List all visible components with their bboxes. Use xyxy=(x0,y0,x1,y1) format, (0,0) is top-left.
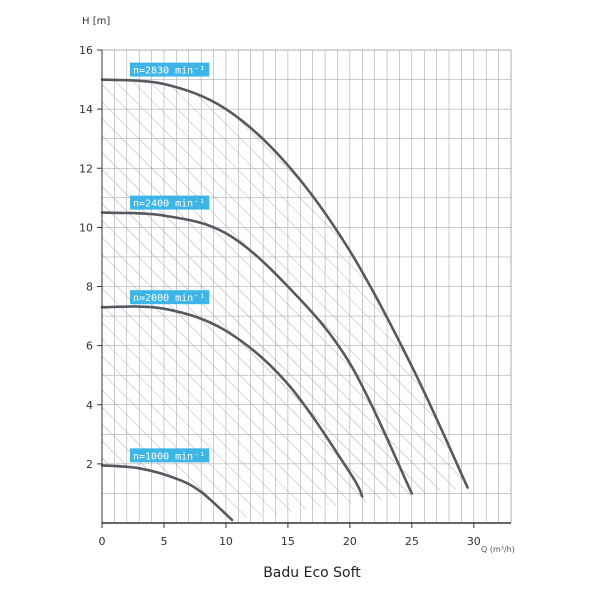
curve-n1000 xyxy=(100,464,234,522)
y-tick-label: 4 xyxy=(86,399,93,412)
axes-layer: 0 5 10 15 20 25 30 2 4 6 8 10 12 14 16 xyxy=(79,44,511,548)
y-tick-label: 10 xyxy=(79,221,93,234)
y-tick-label: 2 xyxy=(86,458,93,471)
speed-label-n2000: n=2000 min⁻¹ xyxy=(130,290,210,305)
x-tick-label: 30 xyxy=(467,535,481,548)
y-tick-label: 14 xyxy=(79,103,93,116)
speed-label-bg xyxy=(130,448,210,463)
curve-n2000 xyxy=(100,305,364,498)
y-tick-label: 12 xyxy=(79,162,93,175)
operating-area-hatch xyxy=(102,79,468,520)
speed-label-n2830: n=2830 min⁻¹ xyxy=(130,62,210,77)
y-axis-title: H [m] xyxy=(82,16,110,27)
x-tick-label: 15 xyxy=(281,535,295,548)
x-tick-label: 10 xyxy=(219,535,233,548)
speed-label-text: n=2400 min⁻¹ xyxy=(133,199,205,210)
speed-label-bg xyxy=(130,195,210,210)
speed-label-text: n=2830 min⁻¹ xyxy=(133,66,205,77)
speed-label-n1000: n=1000 min⁻¹ xyxy=(130,448,210,463)
speed-label-n2400: n=2400 min⁻¹ xyxy=(130,195,210,210)
y-tick-label: 8 xyxy=(86,281,93,294)
curve-n2830 xyxy=(100,78,469,489)
speed-labels-layer: n=2830 min⁻¹ n=2400 min⁻¹ n=2000 min⁻¹ n=10… xyxy=(130,62,210,463)
curve-n2400 xyxy=(100,211,414,495)
x-tick-label: 25 xyxy=(405,535,419,548)
x-tick-label: 0 xyxy=(99,535,106,548)
x-tick-label: 20 xyxy=(343,535,357,548)
y-tick-label: 16 xyxy=(79,44,93,57)
curves-layer xyxy=(100,78,469,522)
x-tick-label: 5 xyxy=(160,535,167,548)
x-axis-title: Q (m³/h) xyxy=(481,545,515,554)
speed-label-text: n=2000 min⁻¹ xyxy=(133,293,205,304)
y-tick-label: 6 xyxy=(86,340,93,353)
speed-label-text: n=1000 min⁻¹ xyxy=(133,451,205,462)
chart-caption: Badu Eco Soft xyxy=(263,565,361,581)
speed-label-bg xyxy=(130,290,210,305)
speed-label-bg xyxy=(130,62,210,77)
